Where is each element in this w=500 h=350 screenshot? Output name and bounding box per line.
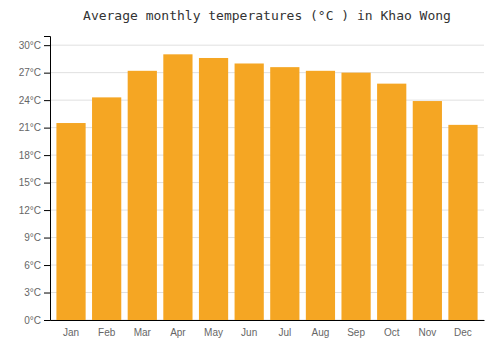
y-tick-label: 27°C (19, 67, 41, 78)
x-tick-label: Apr (170, 327, 186, 338)
x-tick-label: Oct (384, 327, 400, 338)
y-tick: 9°C (24, 232, 50, 243)
x-tick-label: Aug (312, 327, 330, 338)
y-tick-mark (44, 73, 50, 74)
y-tick: 12°C (19, 205, 50, 216)
x-tick: Mar (134, 327, 152, 338)
y-tick-mark (44, 128, 50, 129)
bar (377, 84, 406, 320)
x-tick: Jun (241, 327, 257, 338)
x-axis: Jan Feb Mar Apr May Jun Jul Aug Sep Oct Nov Dec (51, 321, 485, 339)
x-tick-label: Jul (278, 327, 291, 338)
y-tick: 27°C (19, 67, 50, 78)
grid (50, 45, 484, 320)
y-tick-mark (44, 155, 50, 156)
y-tick: 24°C (19, 95, 50, 106)
x-tick-label: Nov (418, 327, 436, 338)
bar (306, 71, 335, 320)
bar (235, 63, 264, 320)
x-tick-label: Jun (241, 327, 257, 338)
y-tick-label: 30°C (19, 40, 41, 51)
bar (56, 123, 85, 320)
bar (163, 54, 192, 320)
y-axis: 0°C 3°C 6°C 9°C 12°C 15°C 18°C 21°C 24°C 27°C 30°C (19, 37, 51, 326)
y-tick: 30°C (19, 40, 50, 51)
x-tick-label: May (204, 327, 223, 338)
y-tick-label: 15°C (19, 177, 41, 188)
bar (341, 73, 370, 320)
y-tick-label: 0°C (24, 315, 41, 326)
x-tick: Feb (98, 327, 116, 338)
y-axis-line (44, 37, 51, 321)
x-tick-label: Mar (134, 327, 152, 338)
x-tick: Jul (278, 327, 291, 338)
x-tick-label: Dec (454, 327, 472, 338)
y-tick-label: 21°C (19, 122, 41, 133)
x-tick-label: Sep (347, 327, 365, 338)
x-tick: Aug (312, 327, 330, 338)
bar (448, 125, 477, 320)
x-axis-line (51, 320, 485, 321)
x-tick-label: Jan (63, 327, 79, 338)
y-tick: 18°C (19, 150, 50, 161)
y-tick-mark (44, 238, 50, 239)
x-tick-label: Feb (98, 327, 116, 338)
y-tick-mark (44, 265, 50, 266)
y-tick-mark (44, 210, 50, 211)
y-tick: 21°C (19, 122, 50, 133)
y-tick-label: 12°C (19, 205, 41, 216)
bar (128, 71, 157, 320)
y-tick-mark (44, 183, 50, 184)
x-tick: Nov (418, 327, 436, 338)
y-tick: 15°C (19, 177, 50, 188)
bar (92, 97, 121, 320)
chart: 0°C 3°C 6°C 9°C 12°C 15°C 18°C 21°C 24°C 27°C 30°C… (0, 0, 500, 350)
bar (413, 101, 442, 320)
y-tick-mark (44, 320, 50, 321)
x-tick: Oct (384, 327, 400, 338)
x-tick: Dec (454, 327, 472, 338)
x-tick: May (204, 327, 223, 338)
y-tick-label: 9°C (24, 232, 41, 243)
x-tick: Apr (170, 327, 186, 338)
y-tick: 0°C (24, 315, 50, 326)
x-tick: Sep (347, 327, 365, 338)
y-tick-label: 18°C (19, 150, 41, 161)
grid-line (50, 45, 484, 46)
y-tick-mark (44, 45, 50, 46)
y-tick-label: 6°C (24, 260, 41, 271)
bars (56, 54, 477, 320)
grid-line (50, 72, 484, 73)
bar (199, 58, 228, 320)
y-tick: 3°C (24, 287, 50, 298)
title: Average monthly temperatures (°C ) in Kh… (83, 8, 451, 23)
x-tick: Jan (63, 327, 79, 338)
y-tick-label: 24°C (19, 95, 41, 106)
bar (270, 67, 299, 320)
y-tick-mark (44, 293, 50, 294)
y-tick-label: 3°C (24, 287, 41, 298)
y-tick: 6°C (24, 260, 50, 271)
y-tick-mark (44, 100, 50, 101)
